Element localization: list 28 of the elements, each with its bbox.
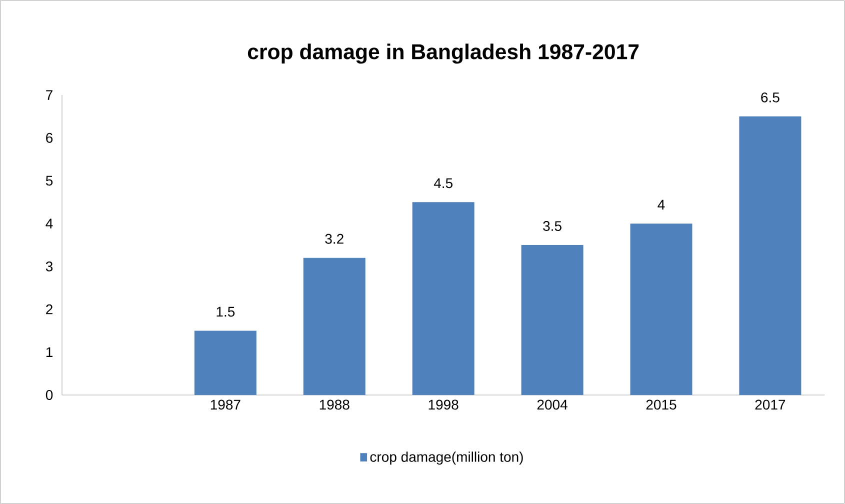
bar [630,224,692,395]
bar [194,330,256,395]
y-tick-label: 1 [46,347,52,357]
y-tick-label: 4 [46,218,53,228]
data-label: 1.5 [216,306,235,317]
data-label: 4 [658,200,665,210]
y-tick-label: 6 [46,132,53,143]
x-tick-label: 1987 [210,400,240,410]
x-tick-label: 2017 [755,400,786,410]
y-tick-label: 2 [46,304,52,314]
x-tick-label: 2015 [646,400,676,410]
chart-title: crop damage in Bangladesh 1987-2017 [248,44,639,64]
y-tick-label: 0 [46,390,53,400]
bar [739,116,802,395]
bar [303,258,366,395]
data-label: 3.2 [325,234,344,244]
y-tick-label: 7 [46,90,52,100]
data-label: 3.5 [543,221,562,231]
data-label: 4.5 [434,178,452,188]
x-tick-label: 1988 [320,400,350,410]
bar [521,245,584,395]
y-tick-label: 5 [46,176,53,186]
data-label: 6.5 [761,92,780,102]
x-tick-label: 2004 [537,400,568,410]
bar [412,202,474,395]
legend-label: crop damage(million ton) [370,452,523,465]
x-tick-label: 1998 [428,400,458,410]
y-tick-label: 3 [46,261,53,272]
